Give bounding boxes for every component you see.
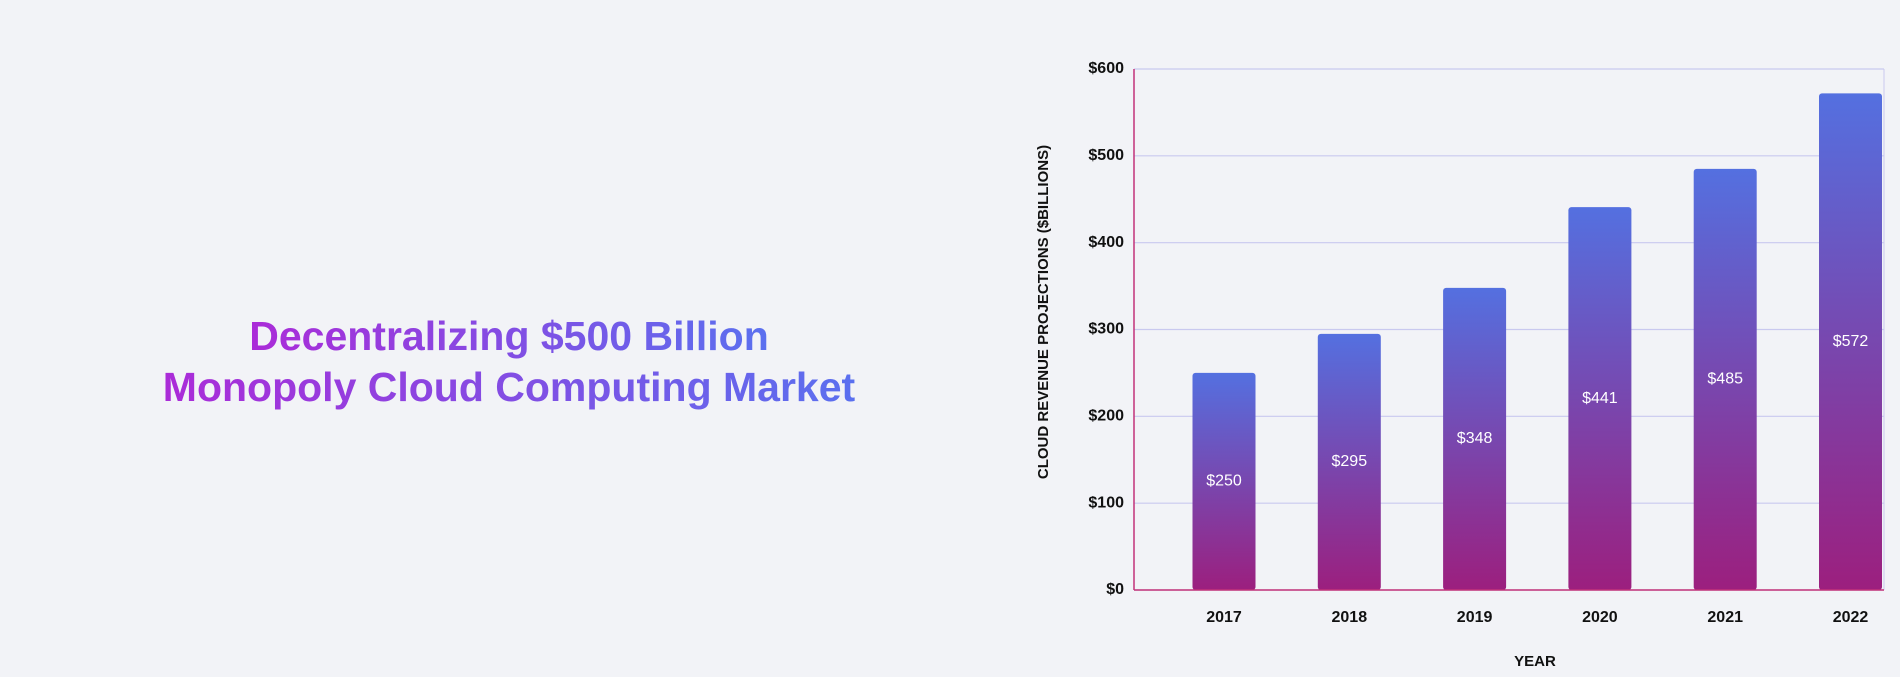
title-line: Monopoly Cloud Computing Market [163,364,856,410]
y-tick-label: $200 [1088,408,1124,425]
bar [1443,287,1507,590]
y-tick-label: $500 [1088,147,1124,164]
title-line: Decentralizing $500 Billion [249,313,769,359]
value-label: $485 [1707,371,1743,388]
x-axis-title: YEAR [1514,653,1556,670]
value-label: $250 [1206,473,1242,490]
bar [1819,93,1882,591]
y-tick-label: $600 [1088,60,1124,77]
x-tick-label: 2019 [1457,609,1493,626]
y-axis-title: CLOUD REVENUE PROJECTIONS ($BILLIONS) [1035,145,1052,479]
y-tick-label: $300 [1088,321,1124,338]
bar [1693,168,1757,590]
value-label: $295 [1332,453,1368,470]
bar [1568,207,1632,590]
x-tick-label: 2020 [1582,609,1618,626]
x-tick-label: 2017 [1206,609,1242,626]
value-label: $572 [1833,333,1869,350]
x-tick-label: 2018 [1332,609,1368,626]
y-tick-label: $0 [1106,581,1124,598]
x-tick-label: 2022 [1833,609,1869,626]
y-tick-label: $400 [1088,234,1124,251]
value-label: $348 [1457,430,1493,447]
bar [1317,333,1381,590]
x-tick-label: 2021 [1707,609,1743,626]
bar [1192,372,1256,590]
value-label: $441 [1582,390,1618,407]
y-tick-label: $100 [1088,494,1124,511]
